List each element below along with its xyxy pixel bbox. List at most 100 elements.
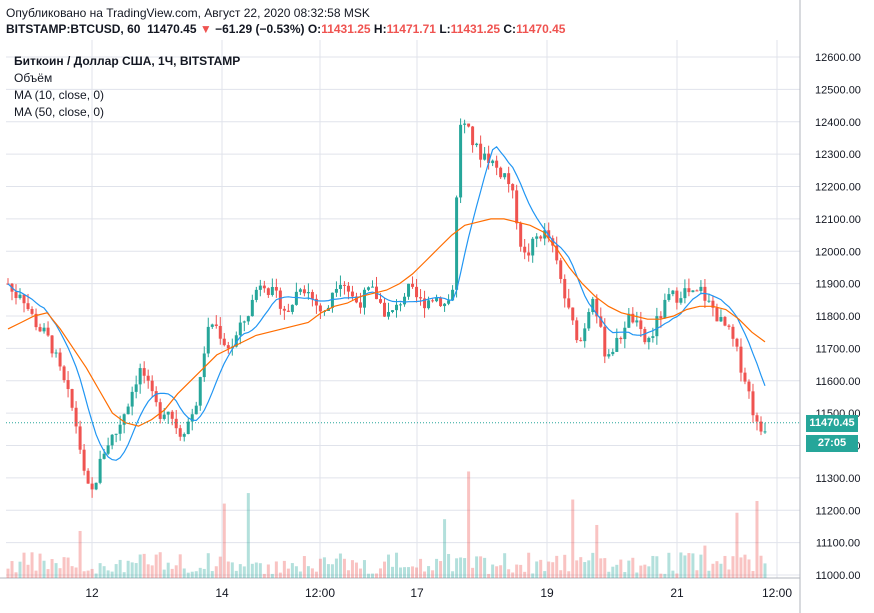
- candle-body: [615, 337, 619, 352]
- volume-bar: [519, 564, 523, 578]
- volume-bar: [447, 553, 451, 578]
- candle-body: [266, 288, 270, 295]
- candle-body: [603, 326, 607, 357]
- candle-body: [54, 352, 58, 354]
- candle-body: [90, 483, 94, 490]
- candle-body: [250, 299, 254, 317]
- volume-bar: [114, 564, 118, 578]
- close-label: C:: [503, 22, 517, 36]
- candle-body: [683, 288, 687, 299]
- volume-bar: [138, 554, 142, 578]
- candle-body: [463, 123, 467, 125]
- candle-body: [198, 377, 202, 406]
- candle-body: [94, 482, 98, 490]
- published-line: Опубликовано на TradingView.com, Август …: [6, 6, 370, 20]
- candle-body: [66, 380, 70, 390]
- volume-bar: [278, 572, 282, 578]
- candle-body: [411, 283, 415, 287]
- legend-ma10[interactable]: MA (10, close, 0): [14, 88, 105, 102]
- volume-bar: [378, 568, 382, 578]
- candle-body: [366, 287, 370, 290]
- volume-bar: [527, 552, 531, 578]
- candle-body: [639, 320, 643, 330]
- candle-body: [695, 290, 699, 292]
- candle-body: [507, 173, 511, 185]
- candle-body: [34, 313, 38, 328]
- candle-body: [226, 345, 230, 349]
- candle-body: [214, 324, 218, 326]
- volume-bar: [663, 573, 667, 578]
- candle-body: [46, 327, 50, 336]
- volume-bar: [58, 568, 62, 578]
- volume-bar: [511, 572, 515, 578]
- volume-bar: [415, 567, 419, 578]
- volume-bar: [318, 558, 322, 578]
- candle-body: [539, 236, 543, 239]
- volume-bar: [731, 556, 735, 578]
- volume-bar: [182, 568, 186, 578]
- candle-body: [567, 298, 571, 308]
- volume-bar: [134, 563, 138, 578]
- candle-body: [110, 434, 114, 446]
- candle-body: [98, 458, 102, 483]
- volume-bar: [14, 572, 18, 578]
- volume-bar: [443, 519, 447, 578]
- candle-body: [310, 292, 314, 299]
- candle-body: [370, 286, 374, 288]
- volume-bar: [126, 560, 130, 578]
- candle-body: [138, 368, 142, 385]
- candle-body: [495, 160, 499, 168]
- candle-body: [483, 153, 487, 160]
- candle-body: [286, 310, 290, 312]
- candle-body: [551, 238, 555, 246]
- candle-body: [635, 320, 639, 323]
- candle-body: [523, 246, 527, 253]
- candle-body: [555, 245, 559, 261]
- volume-bar: [90, 568, 94, 578]
- volume-bar: [583, 562, 587, 578]
- candle-body: [395, 304, 399, 311]
- candle-body: [362, 289, 366, 308]
- candle-body: [86, 470, 90, 484]
- volume-bar: [395, 552, 399, 578]
- legend-volume[interactable]: Объём: [14, 71, 53, 85]
- candle-body: [70, 389, 74, 408]
- volume-bar: [234, 570, 238, 578]
- price-tick-label: 11800.00: [815, 311, 860, 323]
- candle-body: [170, 411, 174, 419]
- candle-body: [182, 434, 186, 437]
- candle-body: [755, 415, 759, 422]
- candle-body: [707, 300, 711, 302]
- volume-bar: [86, 570, 90, 578]
- volume-bar: [330, 564, 334, 578]
- candle-body: [246, 316, 250, 322]
- candle-body: [26, 303, 30, 310]
- volume-bar: [150, 565, 154, 578]
- legend-ma50[interactable]: MA (50, close, 0): [14, 105, 105, 119]
- volume-bar: [54, 563, 58, 578]
- volume-bar: [310, 568, 314, 578]
- volume-bar: [142, 553, 146, 578]
- volume-bar: [162, 569, 166, 578]
- candle-body: [302, 289, 306, 294]
- candle-body: [451, 289, 455, 301]
- ohlc-line: BITSTAMP:BTCUSD, 60 11470.45 ▼ −61.29 (−…: [6, 21, 565, 37]
- candle-body: [735, 338, 739, 347]
- candle-body: [455, 197, 459, 290]
- volume-bar: [130, 562, 134, 578]
- ma10-line: [7, 145, 766, 461]
- candle-body: [407, 283, 411, 297]
- candle-body: [563, 278, 567, 299]
- volume-bar: [579, 557, 583, 578]
- volume-bar: [743, 554, 747, 578]
- candle-body: [190, 414, 194, 422]
- volume-bar: [703, 545, 707, 578]
- volume-bar: [471, 567, 475, 578]
- volume-bar: [194, 571, 198, 578]
- volume-bar: [230, 562, 234, 578]
- candle-body: [354, 296, 358, 303]
- volume-bar: [214, 566, 218, 578]
- volume-bar: [463, 558, 467, 578]
- candle-body: [459, 124, 463, 198]
